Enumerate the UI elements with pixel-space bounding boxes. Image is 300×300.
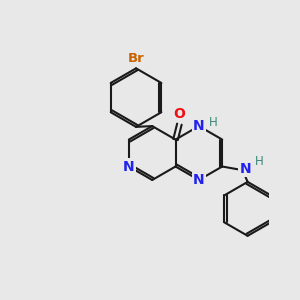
Text: N: N xyxy=(123,160,135,173)
Text: Br: Br xyxy=(128,52,144,65)
Text: N: N xyxy=(239,162,251,176)
Text: H: H xyxy=(255,154,263,168)
Text: O: O xyxy=(173,107,185,121)
Text: N: N xyxy=(193,119,205,133)
Text: H: H xyxy=(209,116,218,129)
Text: N: N xyxy=(193,173,205,187)
